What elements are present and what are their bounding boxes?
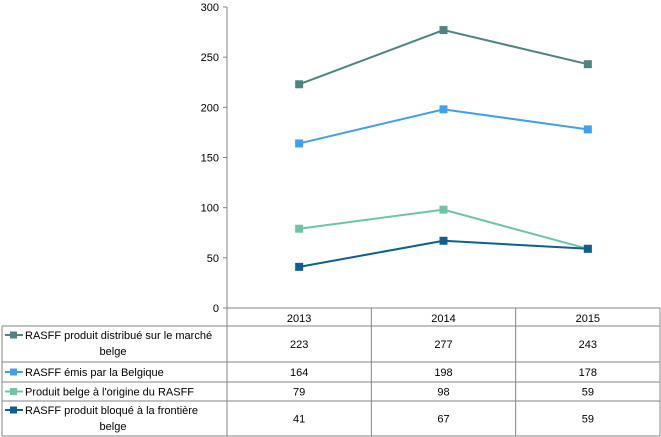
data-point bbox=[583, 244, 592, 253]
data-label: 79 bbox=[293, 387, 305, 399]
data-label: 198 bbox=[434, 367, 452, 379]
data-label: 59 bbox=[582, 387, 594, 399]
x-tick-label: 2013 bbox=[287, 313, 311, 325]
data-label: 59 bbox=[582, 414, 594, 426]
data-point bbox=[295, 262, 304, 271]
y-tick-label: 250 bbox=[201, 52, 219, 64]
data-point bbox=[295, 80, 304, 89]
y-axis-ticks: 0 50 100 150 200 250 300 bbox=[201, 2, 227, 315]
data-point bbox=[439, 26, 448, 35]
data-label: 223 bbox=[290, 339, 308, 351]
data-point bbox=[295, 139, 304, 148]
series-line-1 bbox=[298, 29, 589, 86]
x-tick-label: 2015 bbox=[576, 313, 600, 325]
legend-entry-label: belge bbox=[100, 421, 127, 433]
data-point bbox=[295, 224, 304, 233]
data-label: 243 bbox=[579, 339, 597, 351]
data-label: 164 bbox=[290, 367, 308, 379]
data-point bbox=[439, 105, 448, 114]
data-point bbox=[439, 236, 448, 245]
legend-key-marker bbox=[10, 331, 17, 339]
legend-key-marker bbox=[10, 406, 17, 414]
data-label: 41 bbox=[293, 414, 305, 426]
y-tick-label: 50 bbox=[207, 253, 219, 265]
data-label: 98 bbox=[437, 387, 449, 399]
y-tick-label: 0 bbox=[213, 303, 219, 315]
y-tick-label: 150 bbox=[201, 153, 219, 165]
y-tick-label: 200 bbox=[201, 102, 219, 114]
data-point bbox=[583, 60, 592, 69]
data-point bbox=[583, 125, 592, 134]
legend-entry-label: Produit belge à l'origine du RASFF bbox=[25, 387, 194, 399]
legend-entry-label: belge bbox=[100, 346, 127, 358]
legend-key-marker bbox=[10, 388, 17, 395]
legend-entry-label: RASFF émis par la Belgique bbox=[25, 367, 164, 379]
data-label: 178 bbox=[579, 367, 597, 379]
data-point bbox=[439, 205, 448, 214]
legend-key-marker bbox=[10, 368, 17, 376]
data-label: 277 bbox=[434, 339, 452, 351]
x-tick-label: 2014 bbox=[431, 313, 455, 325]
y-tick-label: 300 bbox=[201, 2, 219, 14]
series-line-2 bbox=[298, 108, 588, 145]
data-table: 2013 2014 2015 RASFF produit distribué sur … bbox=[1, 307, 661, 437]
data-label: 67 bbox=[437, 414, 449, 426]
y-tick-label: 100 bbox=[201, 203, 219, 215]
series-lines bbox=[295, 26, 592, 271]
legend-entry-label: RASFF produit bloqué à la frontière bbox=[25, 405, 198, 417]
legend-entry-label: RASFF produit distribué sur le marché bbox=[25, 330, 212, 342]
